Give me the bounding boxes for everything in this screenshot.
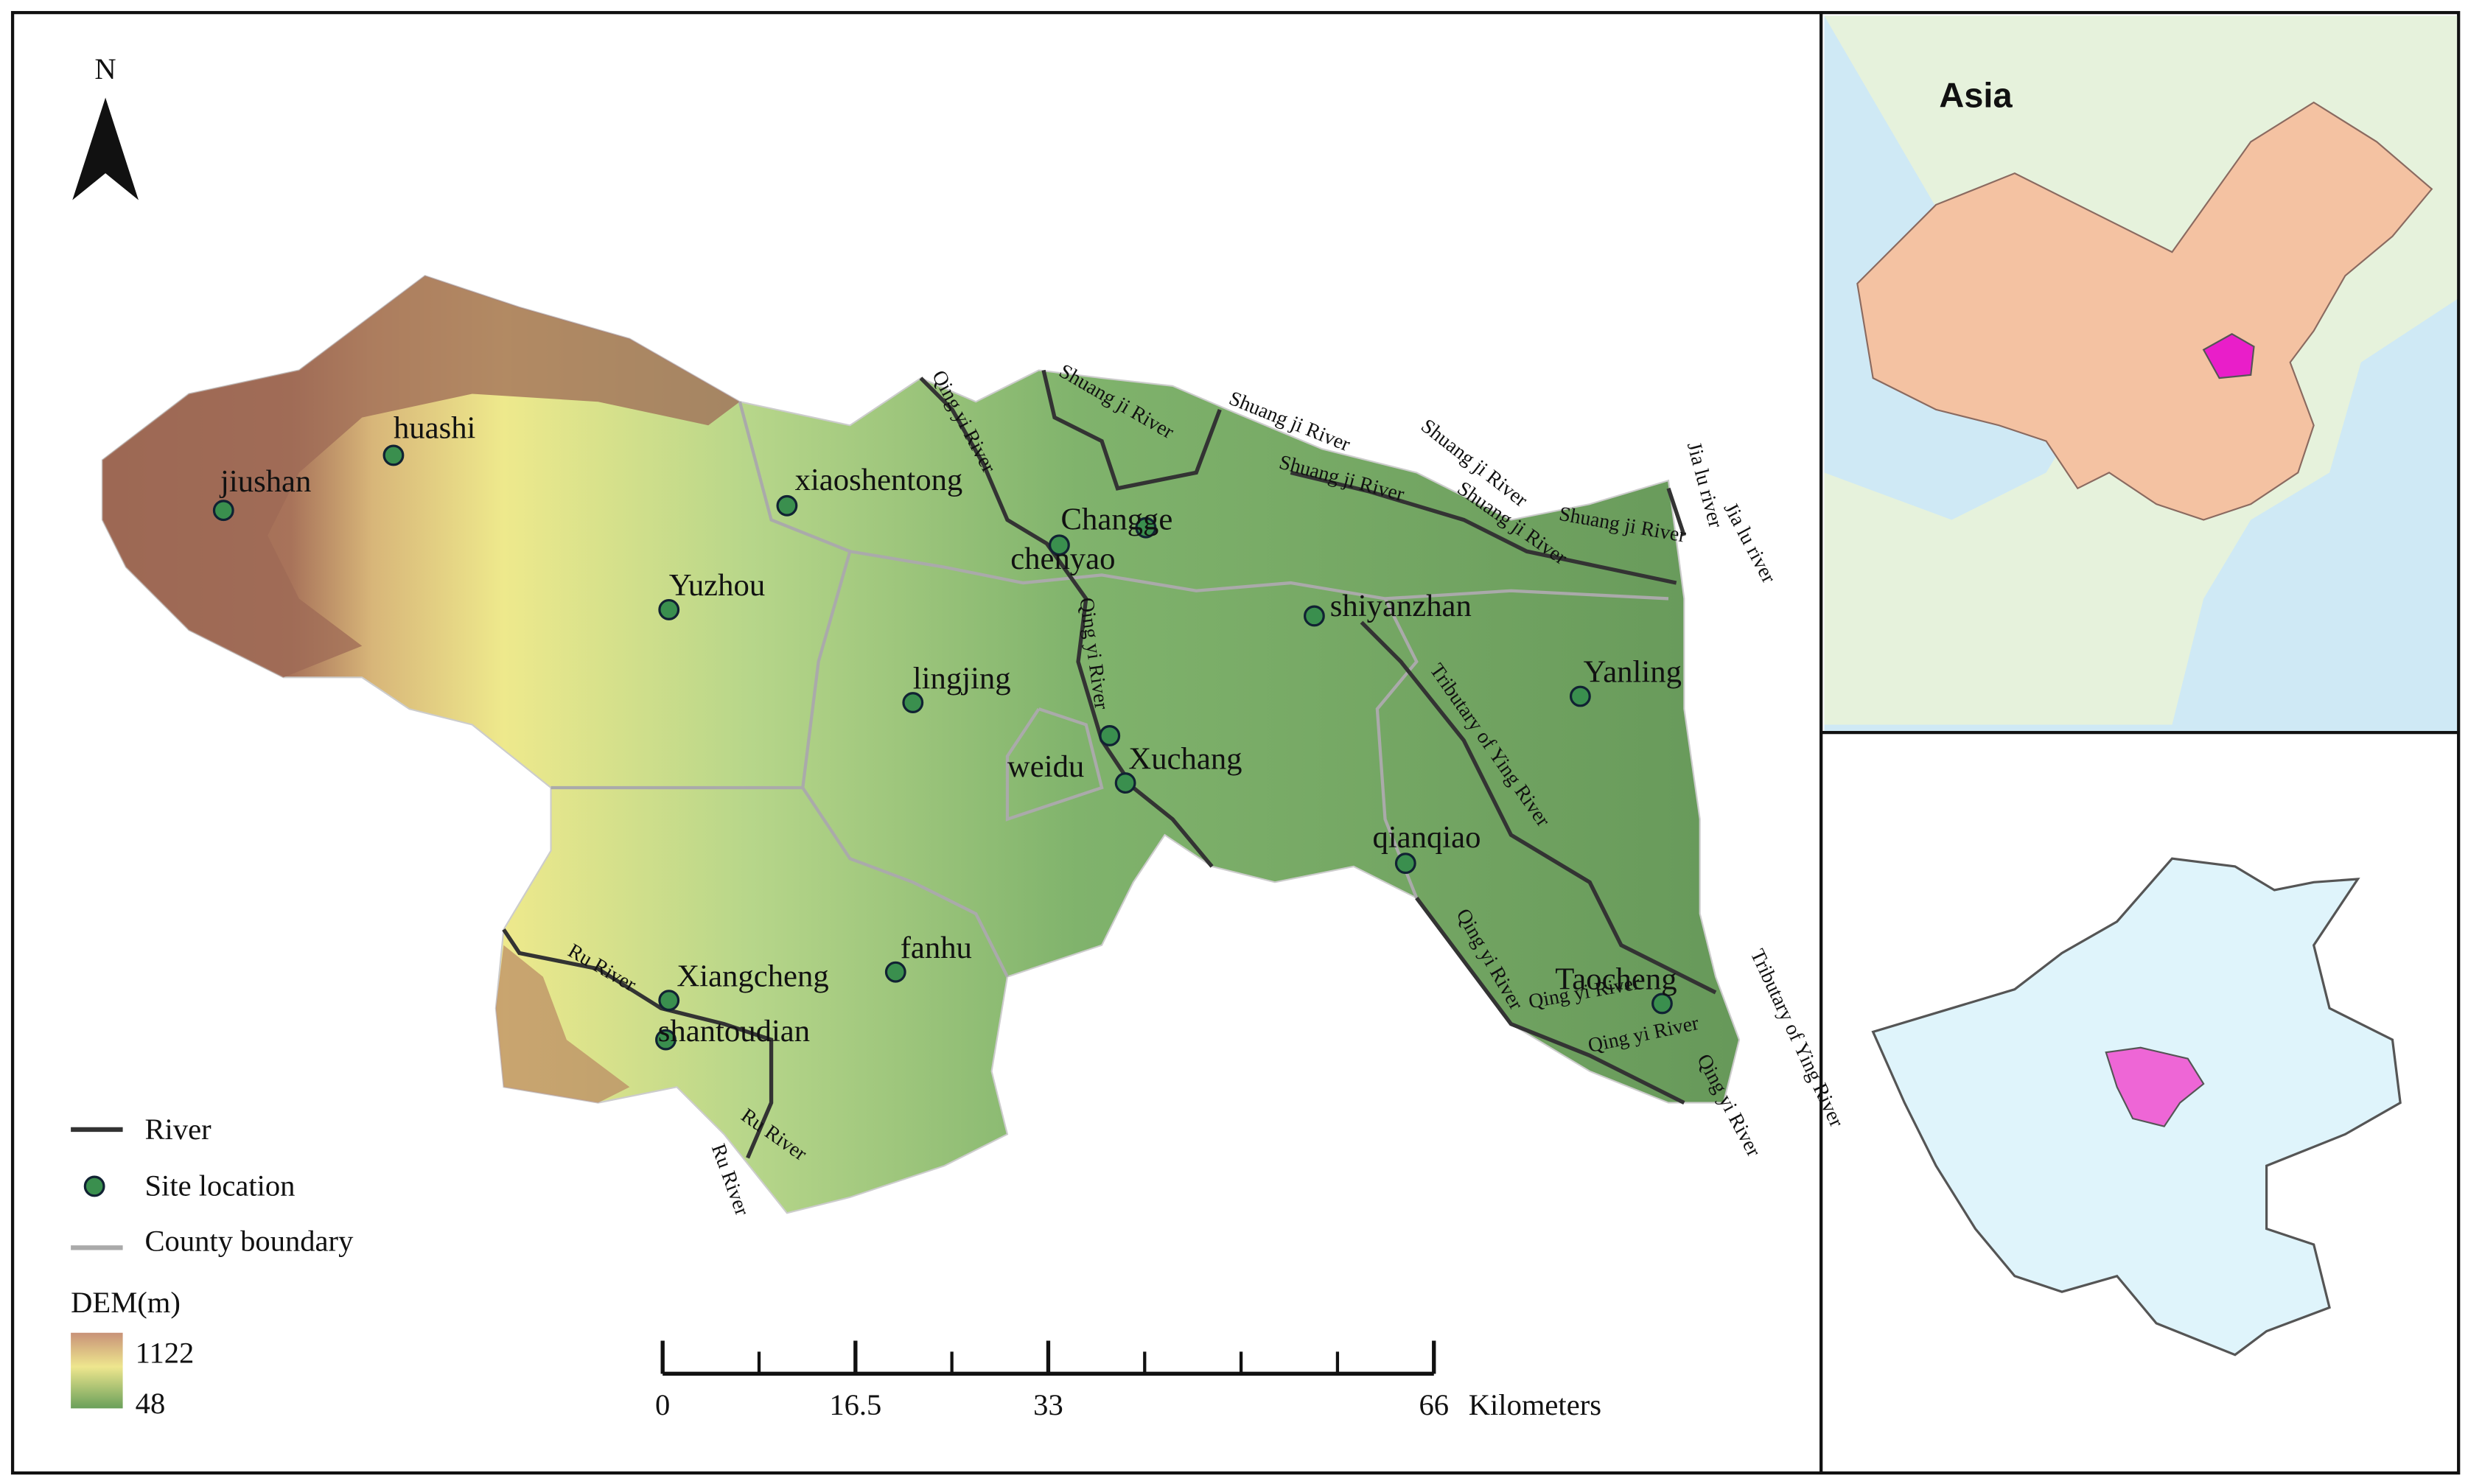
site-label: shiyanzhan xyxy=(1330,589,1472,623)
site-marker xyxy=(902,692,924,713)
site-marker xyxy=(776,494,798,517)
scale-tick-label: 66 xyxy=(1419,1388,1449,1421)
site-marker xyxy=(884,961,906,983)
dem-max-label: 1122 xyxy=(136,1336,195,1369)
county-boundaries xyxy=(550,401,1669,978)
site-marker xyxy=(1394,853,1416,875)
site-label: weidu xyxy=(1007,749,1084,784)
legend-label: Site location xyxy=(144,1169,295,1203)
site-marker xyxy=(1114,772,1136,794)
site-marker xyxy=(1135,517,1157,539)
scale-tick-label: 33 xyxy=(1033,1388,1063,1421)
site-marker xyxy=(655,1029,677,1051)
site-marker xyxy=(1651,993,1673,1015)
site-label: qianqiao xyxy=(1372,820,1481,855)
site-label: Xiangcheng xyxy=(677,959,828,993)
scale-unit: Kilometers xyxy=(1469,1388,1601,1421)
site-label: Yuzhou xyxy=(669,568,765,603)
site-label: huashi xyxy=(394,410,476,445)
site-marker xyxy=(658,598,680,620)
site-label: xiaoshentong xyxy=(795,463,963,497)
legend-site-swatch xyxy=(83,1175,105,1197)
site-marker xyxy=(382,444,405,466)
site-label: chenyao xyxy=(1010,542,1115,576)
scale-tick-label: 0 xyxy=(655,1388,670,1421)
china xyxy=(1856,101,2433,521)
site-marker xyxy=(1304,605,1325,627)
scale-tick-label: 16.5 xyxy=(829,1388,881,1421)
site-marker xyxy=(658,990,680,1012)
legend-label: County boundary xyxy=(144,1225,354,1258)
site-label: Yanling xyxy=(1584,655,1682,690)
scale-bar: 0 16.5 33 66 Kilometers xyxy=(655,1340,1601,1421)
site-label: shantoudian xyxy=(658,1014,810,1049)
site-marker xyxy=(1049,534,1070,556)
dem-colorbar xyxy=(71,1332,123,1409)
site-marker xyxy=(1099,725,1121,746)
rivers xyxy=(502,369,1717,1159)
xuchang-highlight xyxy=(2105,1046,2205,1127)
site-label: lingjing xyxy=(913,661,1011,696)
site-label: Xuchang xyxy=(1128,741,1242,776)
site-label: jiushan xyxy=(219,464,311,499)
dem-min-label: 48 xyxy=(136,1387,166,1420)
site-marker xyxy=(1569,685,1591,707)
site-label: Changge xyxy=(1061,502,1173,536)
henan-highlight xyxy=(2202,333,2255,379)
legend-label: River xyxy=(144,1113,212,1146)
legend-title: DEM(m) xyxy=(71,1286,181,1319)
north-arrow xyxy=(72,97,139,200)
inset-label: Asia xyxy=(1939,75,2013,114)
site-label: Taocheng xyxy=(1555,962,1677,997)
highland xyxy=(102,276,740,678)
north-label: N xyxy=(94,52,116,85)
site-marker xyxy=(212,500,234,522)
highland xyxy=(495,945,630,1103)
site-label: fanhu xyxy=(901,931,972,965)
